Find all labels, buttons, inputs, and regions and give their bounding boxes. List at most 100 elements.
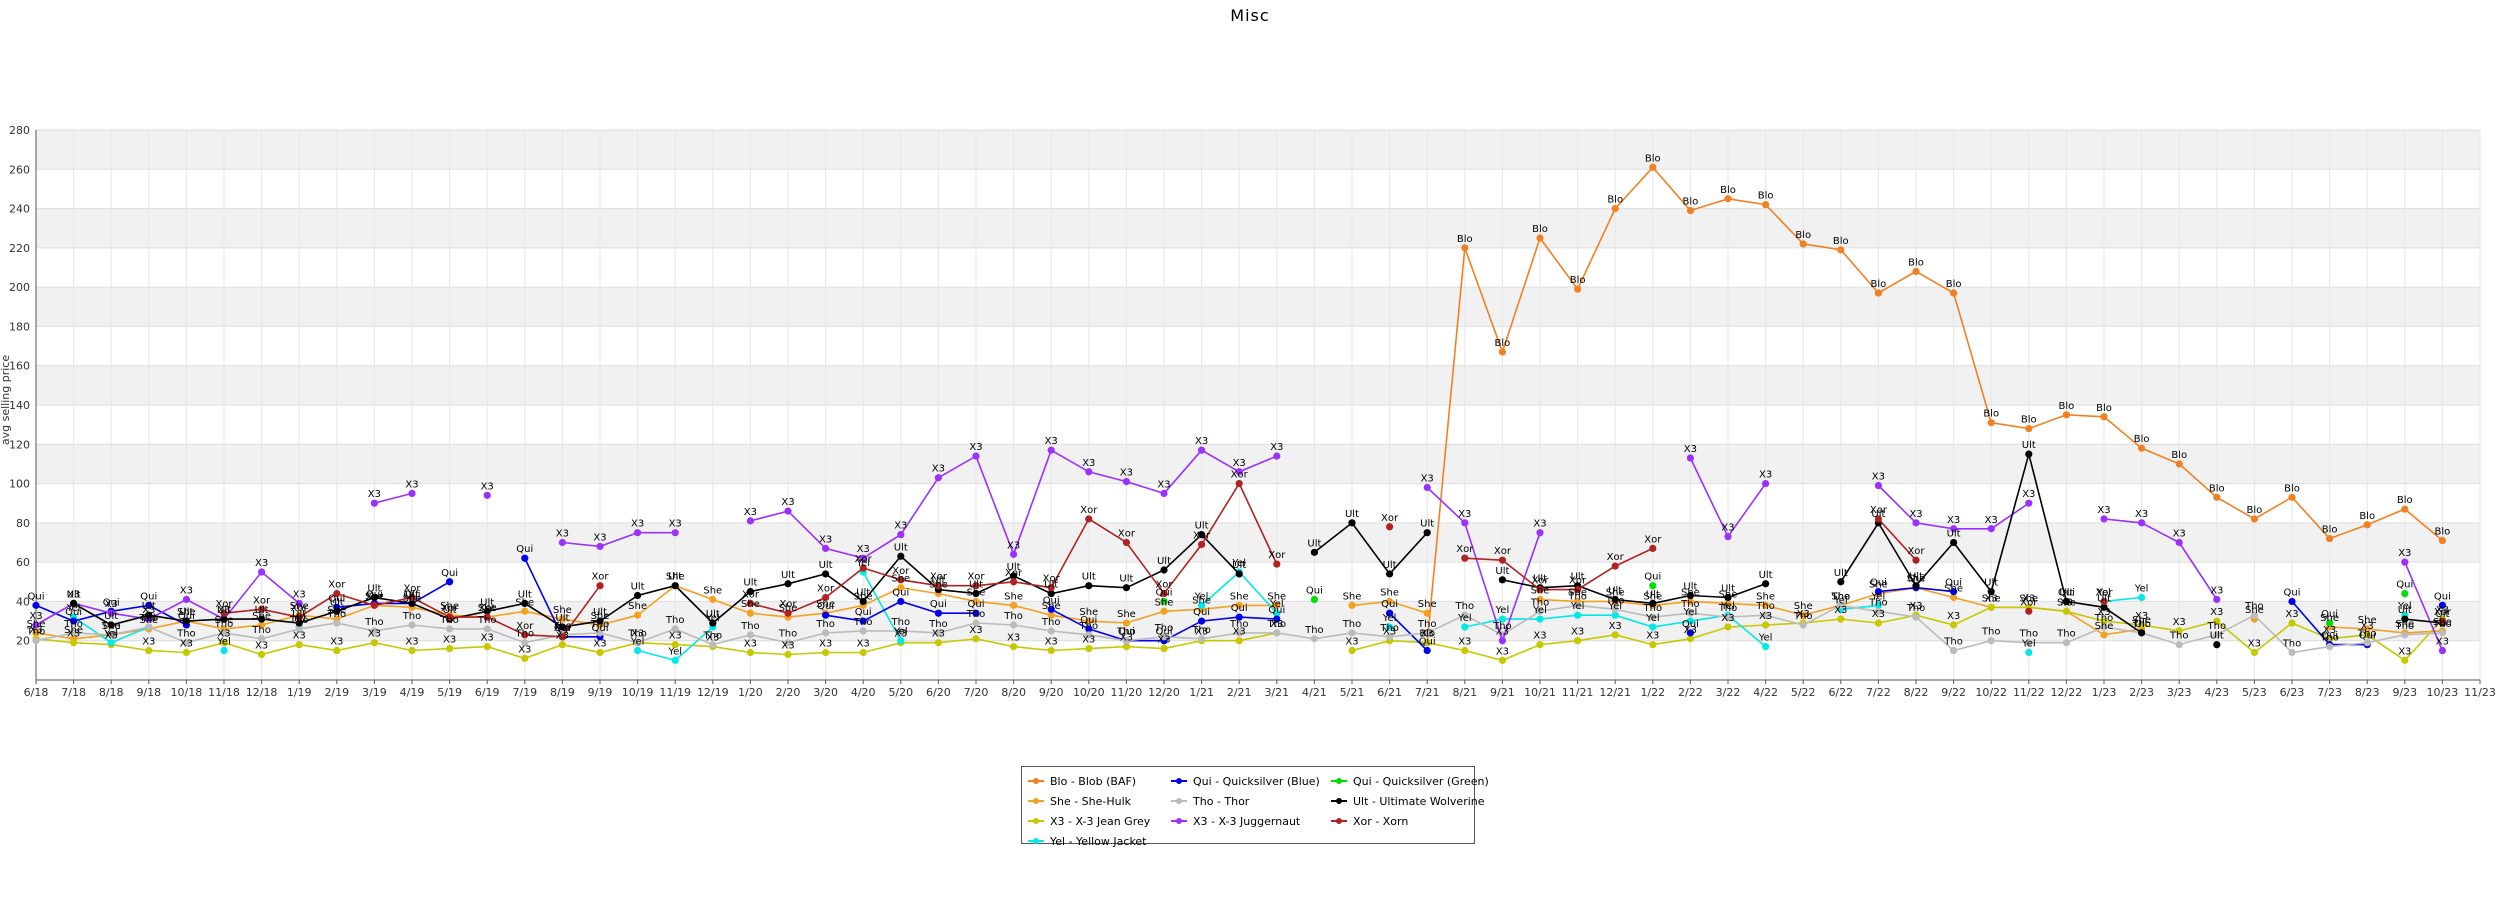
data-point-X3j bbox=[1047, 446, 1055, 454]
point-label-X3j: X3 bbox=[669, 519, 682, 530]
point-label-X3: X3 bbox=[593, 639, 606, 650]
x-tick-label: 12/20 bbox=[1148, 686, 1180, 699]
data-point-Tho bbox=[1987, 637, 1995, 645]
data-point-Ult bbox=[333, 607, 341, 615]
data-point-Xor bbox=[1874, 515, 1882, 523]
point-label-She: She bbox=[2320, 613, 2339, 624]
point-label-Blo: Blo bbox=[2171, 450, 2187, 461]
data-point-Tho bbox=[1198, 635, 1206, 643]
data-point-Ult bbox=[671, 582, 679, 590]
x-tick-label: 11/21 bbox=[1562, 686, 1594, 699]
data-point-Yel bbox=[1461, 623, 1469, 631]
point-label-Xor: Xor bbox=[2020, 597, 2038, 608]
data-point-X3j bbox=[822, 544, 830, 552]
point-label-Tho: Tho bbox=[703, 631, 723, 642]
data-point-Xor bbox=[1461, 554, 1469, 562]
point-label-She: She bbox=[2019, 593, 2038, 604]
point-label-X3j: X3 bbox=[1233, 458, 1246, 469]
data-point-Ult bbox=[2025, 450, 2033, 458]
data-point-Yel bbox=[1686, 617, 1694, 625]
legend-swatch-X3 bbox=[1028, 816, 1044, 826]
x-tick-label: 4/20 bbox=[851, 686, 876, 699]
point-label-Qui: Qui bbox=[404, 589, 421, 600]
point-label-X3: X3 bbox=[1458, 637, 1471, 648]
point-label-X3: X3 bbox=[2361, 621, 2374, 632]
data-point-Blo bbox=[2062, 411, 2070, 419]
point-label-Yel: Yel bbox=[2397, 601, 2412, 612]
legend: Blo - Blob (BAF) Qui - Quicksilver (Blue)… bbox=[1021, 766, 1489, 848]
point-label-She: She bbox=[854, 591, 873, 602]
point-label-She: She bbox=[515, 597, 534, 608]
point-label-X3: X3 bbox=[819, 639, 832, 650]
point-label-She: She bbox=[1756, 591, 1775, 602]
data-point-Ult bbox=[1348, 519, 1356, 527]
point-label-Tho: Tho bbox=[1680, 599, 1700, 610]
data-point-Ult bbox=[1950, 538, 1958, 547]
x-tick-label: 6/19 bbox=[475, 686, 500, 699]
point-label-Tho: Tho bbox=[2319, 633, 2339, 644]
data-point-She bbox=[1010, 601, 1018, 609]
data-point-Xor bbox=[446, 613, 454, 621]
point-label-Yel: Yel bbox=[141, 613, 156, 624]
point-label-She: She bbox=[365, 591, 384, 602]
series-line-X3 bbox=[1351, 606, 2443, 662]
data-point-Tho bbox=[1649, 613, 1657, 621]
point-label-X3: X3 bbox=[1571, 627, 1584, 638]
data-point-X3j bbox=[897, 531, 905, 539]
data-point-Tho bbox=[2175, 641, 2183, 649]
data-point-Blo bbox=[1574, 285, 1582, 293]
point-label-Qui: Qui bbox=[930, 599, 947, 610]
point-labels: Blo Blo Blo Blo Blo Blo Blo Blo Blo Blo Blo Blo Blo B… bbox=[26, 153, 2452, 657]
point-label-Tho: Tho bbox=[2207, 621, 2227, 632]
point-label-X3j: X3 bbox=[368, 489, 381, 500]
data-point-X3j bbox=[107, 609, 115, 617]
point-label-Blo: Blo bbox=[2397, 495, 2413, 506]
point-label-Yel: Yel bbox=[216, 637, 231, 648]
point-label-X3: X3 bbox=[1684, 625, 1697, 636]
point-label-She: She bbox=[252, 611, 271, 622]
x-tick-label: 6/20 bbox=[926, 686, 951, 699]
point-label-X3j: X3 bbox=[2436, 637, 2449, 648]
data-point-Ult bbox=[897, 552, 905, 560]
data-point-Xor bbox=[1085, 515, 1093, 523]
series-line-X3j bbox=[374, 492, 413, 504]
point-label-X3: X3 bbox=[142, 637, 155, 648]
x-tick-label: 2/21 bbox=[1227, 686, 1252, 699]
data-point-She bbox=[709, 595, 717, 604]
point-label-X3: X3 bbox=[1872, 609, 1885, 620]
point-label-Ult: Ult bbox=[2435, 609, 2449, 620]
data-point-X3 bbox=[558, 641, 567, 649]
point-label-X3: X3 bbox=[857, 639, 870, 650]
data-point-Ult bbox=[521, 599, 529, 607]
grid-bands bbox=[36, 130, 2480, 641]
point-label-Xor: Xor bbox=[366, 591, 384, 602]
y-tick-label: 20 bbox=[16, 635, 30, 648]
data-point-Tho bbox=[70, 629, 78, 637]
point-label-Yel: Yel bbox=[291, 613, 306, 624]
point-label-She: She bbox=[27, 619, 46, 630]
data-point-Blo bbox=[1874, 289, 1882, 297]
legend-item-Tho: Tho - Thor bbox=[1171, 791, 1331, 811]
data-point-Blo bbox=[1724, 195, 1732, 203]
data-point-Xor bbox=[746, 599, 755, 607]
point-label-She: She bbox=[403, 593, 422, 604]
point-label-Tho: Tho bbox=[552, 621, 572, 632]
data-point-Ult bbox=[1724, 593, 1732, 602]
data-point-Qui bbox=[1273, 615, 1281, 623]
data-point-X3j bbox=[1461, 519, 1469, 527]
data-point-X3j bbox=[934, 474, 943, 482]
legend-label-Ult: Ult - Ultimate Wolverine bbox=[1353, 794, 1485, 808]
data-point-Tho bbox=[859, 627, 867, 635]
data-point-Blo bbox=[1649, 163, 1657, 171]
x-tick-label: 7/18 bbox=[61, 686, 86, 699]
data-point-X3j bbox=[1950, 525, 1958, 533]
point-label-X3: X3 bbox=[1045, 637, 1058, 648]
x-tick-label: 8/21 bbox=[1452, 686, 1477, 699]
point-label-Tho: Tho bbox=[815, 619, 835, 630]
x-tick-label: 10/18 bbox=[171, 686, 203, 699]
point-label-Blo: Blo bbox=[1946, 279, 1962, 290]
data-point-X3 bbox=[1950, 621, 1958, 629]
point-label-X3: X3 bbox=[1721, 613, 1734, 624]
point-label-Xor: Xor bbox=[779, 599, 797, 610]
point-label-X3j: X3 bbox=[1120, 468, 1133, 479]
